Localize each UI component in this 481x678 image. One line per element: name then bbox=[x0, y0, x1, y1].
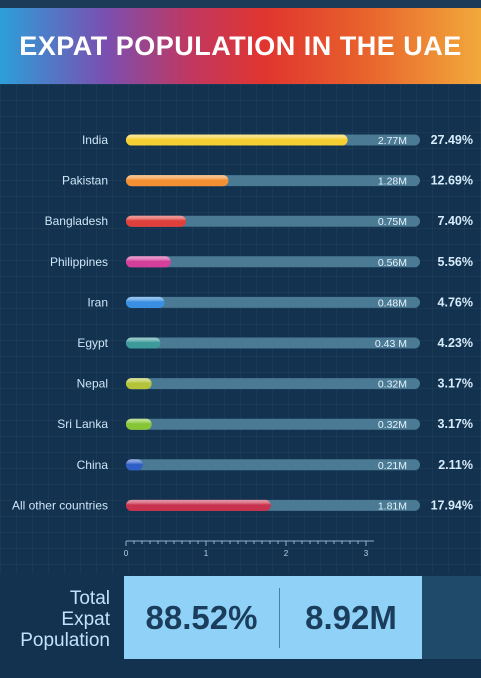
bar-shine bbox=[126, 134, 348, 146]
value-label: 1.81M bbox=[378, 500, 407, 512]
bar-shine bbox=[126, 337, 161, 349]
bar-track bbox=[126, 296, 420, 308]
percent-label: 5.56% bbox=[438, 255, 473, 269]
bar-track bbox=[126, 337, 420, 349]
total-label-line: Population bbox=[20, 630, 110, 651]
percent-label: 3.17% bbox=[438, 377, 473, 391]
bar-shine bbox=[126, 175, 229, 187]
value-label: 0.32M bbox=[378, 379, 407, 391]
percent-label: 4.23% bbox=[438, 336, 473, 350]
bar-shine bbox=[126, 499, 271, 511]
bar-track bbox=[126, 378, 420, 390]
total-divider bbox=[279, 587, 280, 648]
bar-shine bbox=[126, 459, 143, 471]
total-label-line: Expat bbox=[61, 609, 110, 630]
category-label: Iran bbox=[87, 295, 108, 309]
percent-label: 27.49% bbox=[431, 133, 473, 147]
bar-track bbox=[126, 418, 420, 430]
side-panel bbox=[422, 576, 481, 659]
total-count: 8.92M bbox=[305, 598, 397, 636]
category-label: Nepal bbox=[77, 377, 108, 391]
value-label: 1.28M bbox=[378, 176, 407, 188]
x-tick-label: 0 bbox=[124, 549, 129, 558]
percent-label: 3.17% bbox=[438, 417, 473, 431]
total-footer: Total Expat Population 88.52% 8.92M bbox=[0, 574, 481, 678]
chart-background bbox=[0, 84, 481, 574]
category-label: Bangladesh bbox=[45, 214, 108, 228]
percent-label: 4.76% bbox=[438, 295, 473, 309]
value-label: 0.48M bbox=[378, 297, 407, 309]
percent-label: 7.40% bbox=[438, 214, 473, 228]
bar-track bbox=[126, 256, 420, 268]
category-label: All other countries bbox=[12, 498, 108, 512]
value-label: 0.21M bbox=[378, 460, 407, 472]
x-tick-label: 2 bbox=[284, 549, 289, 558]
value-label: 0.75M bbox=[378, 216, 407, 228]
bar-chart: India 2.77M 27.49% Pakistan 1.28M 12.69% Bangl… bbox=[12, 133, 473, 558]
category-label: India bbox=[82, 133, 108, 147]
bar-track bbox=[126, 459, 420, 471]
x-tick-label: 1 bbox=[204, 549, 209, 558]
value-label: 0.43 M bbox=[375, 338, 407, 350]
category-label: China bbox=[77, 458, 109, 472]
category-label: Sri Lanka bbox=[57, 417, 108, 431]
value-label: 0.56M bbox=[378, 257, 407, 269]
value-label: 2.77M bbox=[378, 135, 407, 147]
value-label: 0.32M bbox=[378, 419, 407, 431]
title-banner: EXPAT POPULATION IN THE UAE bbox=[0, 8, 481, 84]
total-label-line: Total bbox=[69, 588, 110, 609]
bar-shine bbox=[126, 418, 152, 430]
percent-label: 12.69% bbox=[431, 174, 473, 188]
percent-label: 2.11% bbox=[438, 458, 473, 472]
category-label: Egypt bbox=[77, 336, 108, 350]
bar-shine bbox=[126, 215, 186, 227]
bar-shine bbox=[126, 378, 152, 390]
category-label: Philippines bbox=[50, 255, 108, 269]
total-label: Total Expat Population bbox=[10, 588, 110, 651]
top-strip bbox=[0, 0, 481, 8]
total-box: 88.52% 8.92M bbox=[124, 576, 422, 659]
percent-label: 17.94% bbox=[431, 498, 473, 512]
total-percent: 88.52% bbox=[145, 598, 258, 636]
bar-track bbox=[126, 215, 420, 227]
bar-shine bbox=[126, 296, 165, 308]
x-tick-label: 3 bbox=[364, 549, 369, 558]
bar-shine bbox=[126, 256, 171, 268]
category-label: Pakistan bbox=[62, 174, 108, 188]
chart-title: EXPAT POPULATION IN THE UAE bbox=[19, 30, 462, 61]
